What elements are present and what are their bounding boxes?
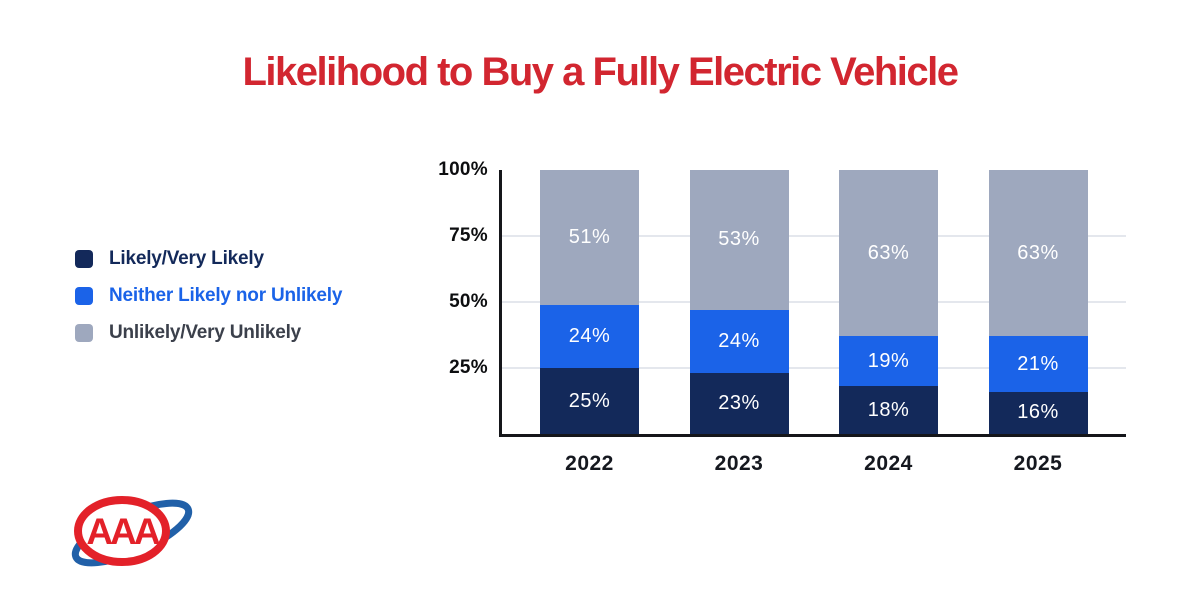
legend-item-2: Unlikely/Very Unlikely xyxy=(75,322,342,343)
y-axis-tick-75: 75% xyxy=(449,225,488,246)
bar-column-2024: 63% 19% 18% xyxy=(839,170,938,434)
y-axis-tick-25: 25% xyxy=(449,357,488,378)
legend-item-label: Neither Likely nor Unlikely xyxy=(109,285,343,306)
legend: Likely/Very Likely Neither Likely nor Unl… xyxy=(75,248,343,361)
bar-segment: 53% xyxy=(689,170,789,310)
bar-value-label: 21% xyxy=(1017,352,1059,375)
bar-segment: 18% xyxy=(839,386,938,434)
legend-item-0: Likely/Very Likely xyxy=(75,248,342,269)
x-axis-tick-2022: 2022 xyxy=(565,452,614,475)
bar-value-label: 23% xyxy=(718,392,760,415)
legend-item-label: Likely/Very Likely xyxy=(109,248,264,269)
bar-segment: 19% xyxy=(839,336,938,387)
aaa-logo: AAA xyxy=(71,496,193,567)
bar-column-2025: 63% 21% 16% xyxy=(988,170,1088,434)
bar-value-label: 16% xyxy=(1017,401,1059,424)
bar-segment: 63% xyxy=(839,170,938,337)
bar-segment: 24% xyxy=(540,304,639,368)
x-axis-tick-2023: 2023 xyxy=(714,452,764,475)
x-axis-tick-2024: 2024 xyxy=(864,452,913,475)
bar-value-label: 18% xyxy=(867,398,910,421)
bar-value-label: 51% xyxy=(568,225,611,248)
bar-value-label: 53% xyxy=(718,228,760,251)
bar-segment: 63% xyxy=(988,170,1088,337)
bar-value-label: 63% xyxy=(867,241,910,264)
bar-column-2022: 51% 24% 25% xyxy=(540,170,639,434)
bar-segment: 21% xyxy=(988,336,1088,392)
legend-swatch-icon xyxy=(75,287,93,305)
bar-segment: 23% xyxy=(689,373,789,434)
x-axis-tick-2025: 2025 xyxy=(1013,452,1063,475)
bar-column-2023: 53% 24% 23% xyxy=(689,170,789,434)
y-axis-tick-100: 100% xyxy=(438,159,488,180)
bar-value-label: 19% xyxy=(867,349,910,372)
legend-swatch-icon xyxy=(75,324,93,342)
bar-value-label: 25% xyxy=(568,389,611,412)
y-axis-tick-50: 50% xyxy=(449,291,488,312)
bar-value-label: 24% xyxy=(568,324,611,347)
bar-value-label: 63% xyxy=(1017,241,1059,264)
gridline-75 xyxy=(502,235,1126,237)
gridline-50 xyxy=(502,301,1126,303)
aaa-oval-icon: AAA xyxy=(74,496,170,566)
bar-value-label: 24% xyxy=(718,330,760,353)
bar-segment: 51% xyxy=(540,170,639,305)
bar-segment: 24% xyxy=(689,309,789,374)
chart-title: Likelihood to Buy a Fully Electric Vehic… xyxy=(242,50,960,94)
bar-segment: 16% xyxy=(988,391,1088,434)
legend-item-1: Neither Likely nor Unlikely xyxy=(75,285,343,306)
aaa-letters: AAA xyxy=(86,511,159,552)
bar-segment: 25% xyxy=(540,368,639,434)
legend-item-label: Unlikely/Very Unlikely xyxy=(109,322,302,343)
plot-area: 100% 75% 50% 25% 51% 24% 25% 2022 53% 24% 23% 2023 6… xyxy=(438,159,1126,475)
oval-ring xyxy=(74,496,170,566)
gridline-25 xyxy=(502,367,1126,369)
legend-swatch-icon xyxy=(75,250,93,268)
